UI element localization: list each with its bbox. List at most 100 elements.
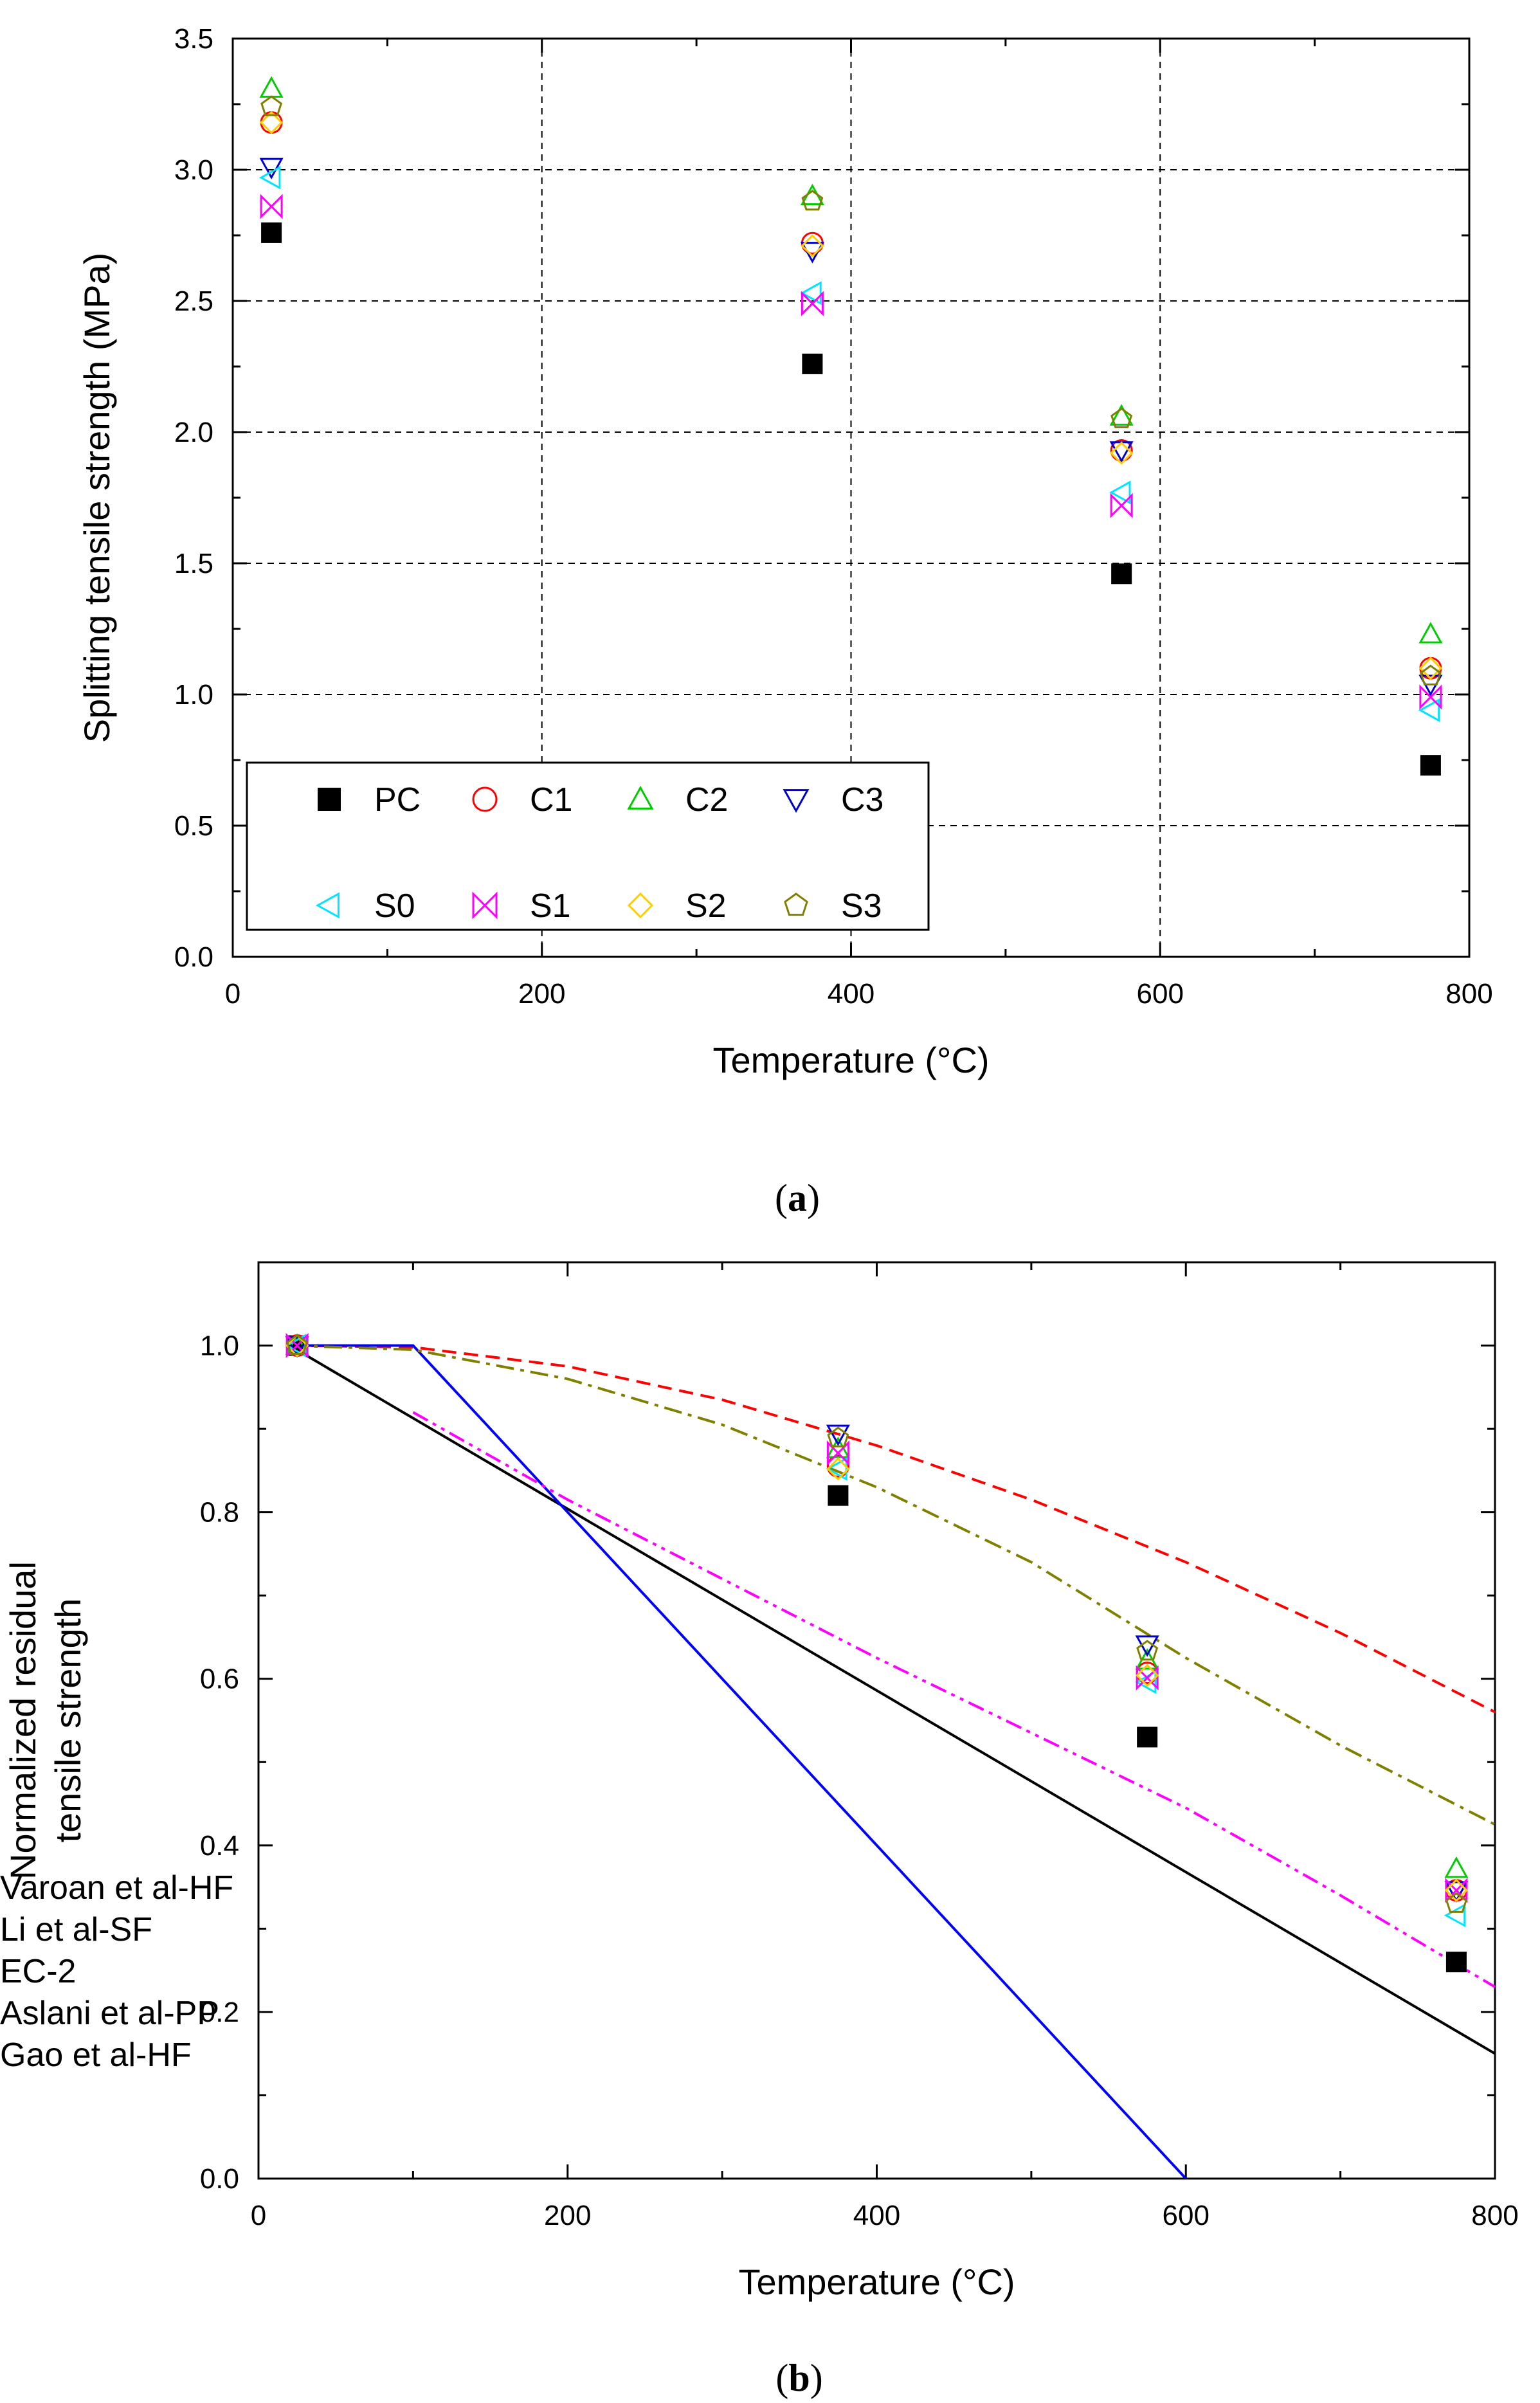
data-point [260,95,283,116]
data-point [1444,1878,1469,1902]
y-tick-label: 3.0 [174,154,213,186]
data-point [1136,1640,1159,1661]
x-tick-label: 800 [1471,2200,1518,2231]
x-axis-label: Temperature (°C) [738,2262,1015,2302]
series-line [412,1411,1495,1988]
data-point [1111,563,1132,585]
legend-label: S3 [841,887,882,925]
y-tick-label: 0.2 [200,1997,239,2028]
data-point [1109,480,1131,505]
x-tick-label: 0 [225,978,240,1010]
legend-marker [627,785,654,810]
legend-label: Aslani et al-PP [0,1995,219,2032]
data-point [1110,441,1134,465]
legend-label: S1 [530,887,571,925]
y-tick-label: 1.5 [174,548,213,579]
caption-a: (a) [775,1177,820,1219]
legend-label: S0 [374,887,415,925]
data-point [285,1334,309,1357]
legend-marker [627,892,654,919]
legend-marker [784,893,808,916]
x-tick-label: 200 [544,2200,591,2231]
caption-label: b [788,2357,810,2399]
data-point [826,1457,850,1481]
data-point [1109,404,1134,426]
x-tick-label: 400 [828,978,874,1010]
data-point [800,281,822,305]
legend-label: C1 [530,781,572,819]
data-point [801,234,824,258]
data-point [285,1332,309,1359]
legend-label: EC-2 [0,1953,76,1990]
legend-box [246,761,930,931]
data-point [801,291,824,316]
data-point [1137,1727,1158,1748]
legend-label: S2 [685,887,727,925]
data-point [1418,657,1443,680]
data-point [800,183,824,206]
data-point [286,1334,309,1355]
data-point [259,76,284,98]
y-tick-label: 0.0 [174,941,213,973]
series-line [289,1344,1495,1714]
legend-label: PC [374,781,421,819]
series-line [289,1344,1495,2055]
data-point [1444,1856,1469,1878]
chart-a: 0 200 400 600 800 0.0 0.5 1.0 1.5 2.0 2.5 3.0 3.5 Tem… [77,23,1493,1080]
data-point [826,1455,849,1478]
data-point [800,242,824,264]
plot-frame [257,1261,1496,2180]
data-point [1110,493,1133,518]
y-tick-label: 0.4 [200,1830,239,1862]
y-tick-label: 0.0 [200,2163,239,2195]
data-point [1420,755,1441,776]
caption-label: a [788,1177,807,1219]
data-point [1419,684,1442,710]
caption-paren: ( [775,2357,788,2399]
y-tick-label: 0.8 [200,1497,239,1528]
data-point [259,165,281,190]
data-point [828,1485,849,1506]
legend-label: C3 [841,781,883,819]
y-tick-label: 1.0 [174,679,213,711]
legend-marker [472,786,498,812]
data-point [285,1336,309,1358]
caption-paren: ) [807,1177,820,1219]
x-tick-label: 400 [853,2200,900,2231]
data-point [1445,1952,1467,1973]
caption-paren: ) [810,2357,823,2399]
data-point [1418,622,1443,644]
y-tick-label: 0.6 [200,1664,239,1695]
x-tick-label: 800 [1445,978,1492,1010]
y-tick-label: 1.0 [200,1330,239,1362]
data-point [802,353,823,374]
series-line [289,1344,1495,1826]
data-point [1419,664,1442,685]
x-tick-label: 200 [518,978,565,1010]
legend-label: Li et al-SF [0,1911,152,1948]
y-axis-label: Splitting tensile strength (MPa) [77,253,117,743]
data-point [261,222,282,243]
data-point [1445,1878,1468,1903]
legend-label: Varoan et al-HF [0,1869,233,1907]
x-tick-label: 0 [251,2200,266,2231]
data-point [1444,1903,1466,1928]
y-axis-label-line: Normalized residual [3,1561,43,1880]
data-point [801,190,824,211]
caption-b: (b) [775,2357,822,2399]
data-point [1136,1664,1159,1687]
legend-label: C2 [685,781,728,819]
y-tick-label: 0.5 [174,810,213,842]
data-point [826,1424,850,1446]
data-point [259,111,284,134]
data-point [827,1426,849,1447]
y-tick-label: 2.5 [174,286,213,317]
x-axis-label: Temperature (°C) [712,1040,989,1080]
legend-marker [472,891,498,920]
legend-label: Gao et al-HF [0,2036,192,2074]
y-tick-label: 2.0 [174,417,213,448]
data-point [1418,698,1440,723]
x-tick-label: 600 [1163,2200,1209,2231]
y-axis-label-line: tensile strength [48,1599,88,1843]
